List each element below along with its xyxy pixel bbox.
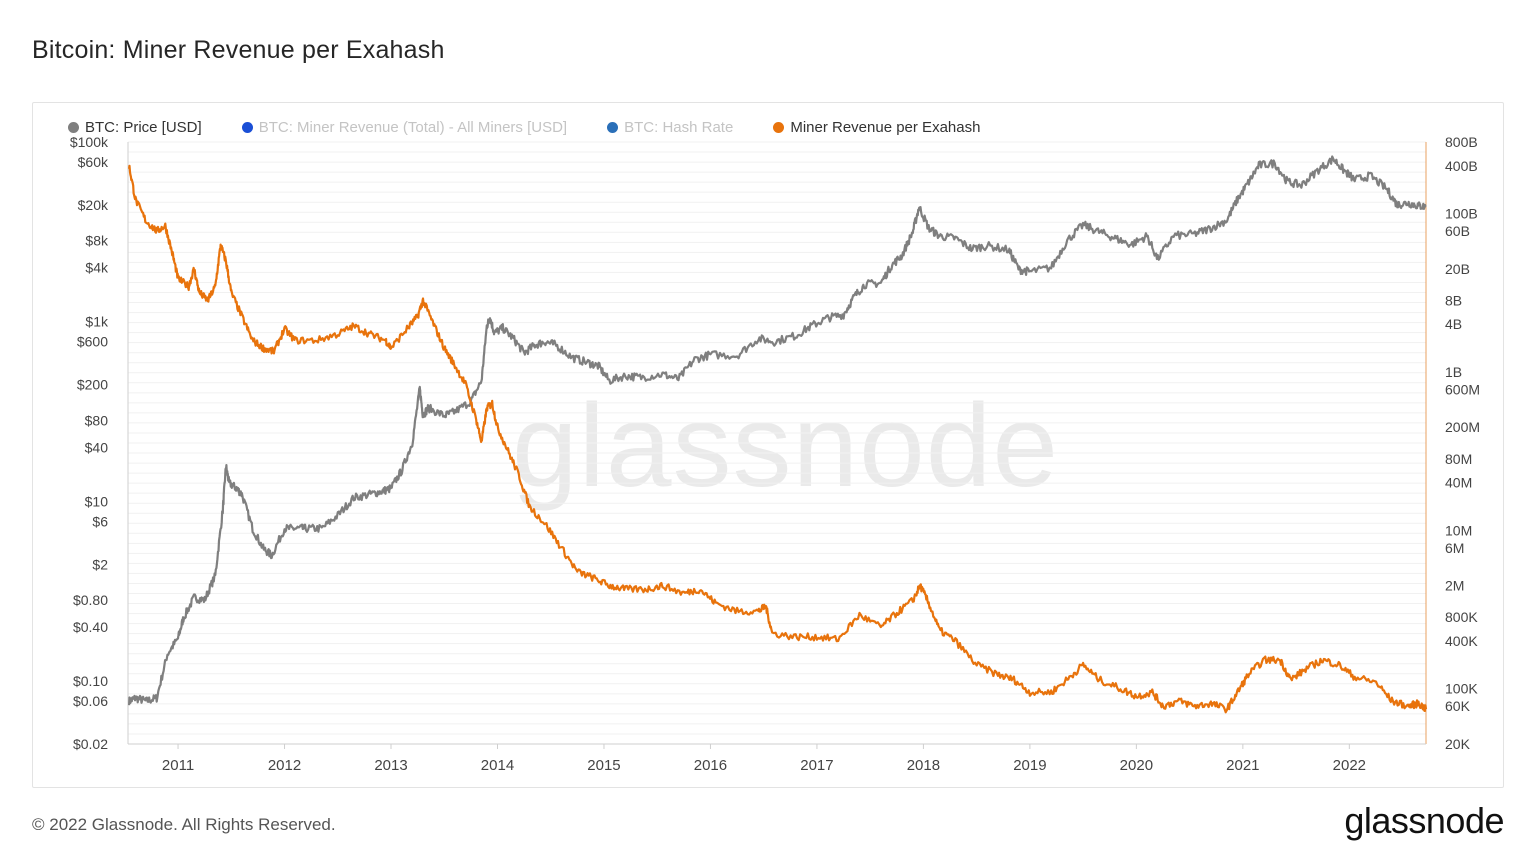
copyright-text: © 2022 Glassnode. All Rights Reserved. (32, 815, 336, 834)
x-tick-label: 2021 (1226, 757, 1259, 774)
y-right-tick-label: 60K (1445, 698, 1471, 714)
brand-logo[interactable]: glassnode (1344, 800, 1504, 841)
y-right-tick-label: 800B (1445, 134, 1478, 150)
y-right-tick-label: 100B (1445, 206, 1478, 222)
y-left-tick-label: $10 (85, 493, 109, 509)
y-left-tick-label: $100k (70, 134, 109, 150)
y-left-tick-label: $2 (92, 556, 108, 572)
x-tick-label: 2020 (1120, 757, 1153, 774)
y-right-tick-label: 20K (1445, 736, 1471, 752)
y-left-tick-label: $60k (78, 154, 109, 170)
y-right-tick-label: 600M (1445, 381, 1480, 397)
x-tick-label: 2018 (907, 757, 940, 774)
legend-dot-icon (773, 121, 785, 133)
legend-dot-icon (68, 121, 79, 133)
y-left-tick-label: $600 (77, 334, 108, 350)
y-left-tick-label: $0.10 (73, 673, 108, 689)
legend-item-revenue-per-exahash[interactable]: Miner Revenue per Exahash (773, 119, 980, 136)
y-left-tick-label: $0.40 (73, 619, 108, 635)
x-tick-label: 2015 (587, 757, 620, 774)
y-left-tick-label: $4k (85, 260, 109, 276)
y-right-tick-label: 6M (1445, 540, 1464, 556)
y-left-tick-label: $200 (77, 377, 108, 393)
y-right-tick-label: 40M (1445, 475, 1472, 491)
legend-dot-icon (607, 121, 619, 133)
x-tick-label: 2022 (1333, 757, 1366, 774)
series-line-btc-price (128, 155, 1427, 706)
chart-legend: BTC: Price [USD] BTC: Miner Revenue (Tot… (68, 117, 1020, 137)
x-tick-label: 2011 (162, 757, 194, 774)
y-left-tick-label: $0.06 (73, 693, 108, 709)
page-title: Bitcoin: Miner Revenue per Exahash (32, 36, 445, 64)
y-right-tick-label: 80M (1445, 451, 1472, 467)
x-tick-label: 2014 (481, 757, 514, 774)
x-tick-label: 2019 (1013, 757, 1046, 774)
y-left-tick-label: $0.02 (73, 736, 108, 752)
y-left-tick-label: $1k (85, 314, 109, 330)
legend-item-miner-revenue-total[interactable]: BTC: Miner Revenue (Total) - All Miners … (241, 118, 568, 136)
y-left-tick-label: $6 (92, 513, 108, 529)
y-left-tick-label: $20k (78, 197, 109, 213)
y-right-tick-label: 400B (1445, 158, 1478, 174)
y-right-tick-label: 8B (1445, 292, 1462, 308)
y-right-tick-label: 100K (1445, 681, 1478, 697)
y-left-tick-label: $80 (85, 412, 109, 428)
y-right-tick-label: 800K (1445, 609, 1478, 625)
legend-item-hash-rate[interactable]: BTC: Hash Rate (607, 119, 733, 136)
x-tick-label: 2013 (374, 757, 407, 774)
y-right-tick-label: 4B (1445, 316, 1462, 332)
y-right-tick-label: 2M (1445, 578, 1464, 594)
y-left-tick-label: $8k (85, 233, 109, 249)
x-tick-label: 2012 (268, 757, 301, 774)
legend-label: BTC: Price [USD] (85, 118, 202, 136)
legend-label: BTC: Hash Rate (624, 118, 734, 136)
y-right-tick-label: 200M (1445, 419, 1480, 435)
legend-label: BTC: Miner Revenue (Total) - All Miners … (258, 118, 568, 136)
y-right-tick-label: 20B (1445, 261, 1470, 277)
y-right-tick-label: 60B (1445, 223, 1470, 239)
legend-dot-icon (241, 121, 253, 133)
series-line-revenue-per-exahash (128, 164, 1428, 714)
x-tick-label: 2017 (800, 757, 833, 774)
y-left-tick-label: $40 (85, 439, 109, 455)
y-right-tick-label: 1B (1445, 364, 1462, 380)
y-left-tick-label: $0.80 (73, 592, 108, 608)
y-right-tick-label: 400K (1445, 633, 1478, 649)
legend-label: Miner Revenue per Exahash (790, 118, 981, 136)
y-right-tick-label: 10M (1445, 522, 1472, 538)
legend-item-btc-price[interactable]: BTC: Price [USD] (68, 119, 202, 136)
x-tick-label: 2016 (694, 757, 727, 774)
